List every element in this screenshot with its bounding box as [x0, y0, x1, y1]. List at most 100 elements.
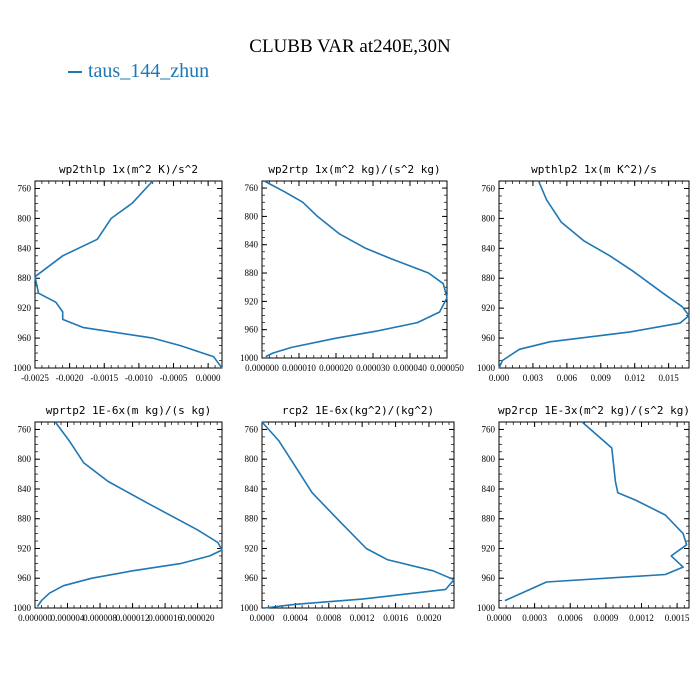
y-tick-label: 760 [245, 424, 259, 434]
x-tick-label: 0.000008 [83, 613, 117, 623]
y-tick-label: 960 [245, 573, 259, 583]
x-tick-label: 0.000 [489, 373, 510, 383]
legend-swatch [68, 70, 82, 73]
x-tick-label: -0.0025 [21, 373, 49, 383]
y-tick-label: 880 [482, 273, 496, 283]
y-tick-label: 760 [482, 183, 496, 193]
x-tick-label: 0.0003 [522, 613, 547, 623]
y-tick-label: 920 [18, 303, 32, 313]
x-tick-label: 0.000012 [116, 613, 150, 623]
plot-frame [261, 421, 455, 609]
y-tick-label: 800 [482, 213, 496, 223]
x-tick-label: 0.003 [523, 373, 544, 383]
x-tick-label: 0.000030 [356, 363, 390, 373]
x-tick-label: -0.0015 [90, 373, 118, 383]
x-tick-label: 0.0000 [250, 613, 275, 623]
x-tick-label: 0.000016 [148, 613, 182, 623]
legend-label: taus_144_zhun [88, 60, 210, 82]
y-tick-label: 1000 [477, 603, 496, 613]
x-tick-label: 0.0008 [316, 613, 341, 623]
y-tick-label: 880 [245, 268, 259, 278]
panel-2: wp2rtp 1x(m^2 kg)/(s^2 kg) 760 800 840 880 92… [240, 163, 464, 373]
x-tick-label: 0.0006 [558, 613, 583, 623]
panel-title: wpthlp2 1x(m K^2)/s [531, 163, 657, 176]
y-tick-label: 760 [482, 424, 496, 434]
panel-title: rcp2 1E-6x(kg^2)/(kg^2) [282, 404, 434, 417]
panel-title: wp2rtp 1x(m^2 kg)/(s^2 kg) [268, 163, 440, 176]
x-tick-label: 0.012 [625, 373, 645, 383]
legend: taus_144_zhun [68, 60, 209, 83]
y-tick-label: 1000 [240, 353, 259, 363]
y-tick-label: 880 [482, 514, 496, 524]
plot-frame [498, 180, 690, 369]
x-tick-label: 0.000020 [181, 613, 215, 623]
x-tick-label: 0.000010 [282, 363, 316, 373]
series-line [34, 180, 223, 369]
x-tick-label: -0.0020 [56, 373, 84, 383]
x-tick-label: 0.015 [659, 373, 680, 383]
x-tick-label: 0.0016 [383, 613, 408, 623]
y-tick-label: 880 [18, 514, 32, 524]
x-tick-label: 0.000000 [18, 613, 52, 623]
x-tick-label: 0.000000 [245, 363, 279, 373]
y-tick-label: 800 [245, 454, 259, 464]
x-tick-label: 0.000004 [51, 613, 85, 623]
y-tick-label: 800 [482, 454, 496, 464]
y-tick-label: 840 [18, 484, 32, 494]
x-tick-label: 0.0004 [283, 613, 308, 623]
x-tick-label: 0.000040 [393, 363, 427, 373]
x-tick-label: 0.0012 [350, 613, 375, 623]
y-tick-label: 960 [18, 333, 32, 343]
x-tick-label: 0.0015 [665, 613, 690, 623]
y-tick-label: 1000 [240, 603, 259, 613]
y-tick-label: 800 [18, 454, 32, 464]
panel-3: wpthlp2 1x(m K^2)/s 760 800 840 880 920 960 100… [477, 163, 690, 383]
y-tick-label: 840 [245, 240, 259, 250]
panel-title: wp2thlp 1x(m^2 K)/s^2 [59, 163, 198, 176]
panel-5: rcp2 1E-6x(kg^2)/(kg^2) 760 800 840 880 920 96… [240, 404, 455, 623]
y-tick-label: 840 [245, 484, 259, 494]
y-tick-label: 800 [245, 211, 259, 221]
panel-1: wp2thlp 1x(m^2 K)/s^2 760 800 840 880 920 960 1… [13, 163, 223, 383]
y-tick-label: 840 [18, 243, 32, 253]
y-tick-label: 760 [18, 424, 32, 434]
panel-title: wprtp2 1E-6x(m kg)/(s kg) [46, 404, 212, 417]
panel-4: wprtp2 1E-6x(m kg)/(s kg) 760 800 840 880 920… [13, 404, 223, 623]
y-tick-label: 1000 [477, 363, 496, 373]
series-line [261, 421, 455, 609]
y-tick-label: 960 [482, 333, 496, 343]
x-tick-label: 0.006 [557, 373, 578, 383]
y-tick-label: 760 [18, 183, 32, 193]
series-line [36, 421, 223, 607]
x-tick-label: 0.009 [591, 373, 612, 383]
series-line [263, 180, 448, 358]
plot-frame [34, 180, 223, 369]
y-tick-label: 960 [18, 573, 32, 583]
y-tick-label: 840 [482, 243, 496, 253]
y-tick-label: 960 [482, 573, 496, 583]
series-line [504, 421, 688, 602]
y-tick-label: 920 [245, 296, 259, 306]
y-tick-label: 1000 [13, 363, 32, 373]
x-tick-label: 0.0009 [594, 613, 619, 623]
x-tick-label: 0.0000 [196, 373, 221, 383]
y-tick-label: 920 [482, 543, 496, 553]
y-tick-label: 920 [482, 303, 496, 313]
y-tick-label: 760 [245, 183, 259, 193]
y-tick-label: 800 [18, 213, 32, 223]
panel-title: wp2rcp 1E-3x(m^2 kg)/(s^2 kg) [498, 404, 690, 417]
y-tick-label: 880 [245, 514, 259, 524]
plot-frame [261, 180, 448, 359]
x-tick-label: -0.0005 [160, 373, 188, 383]
y-tick-label: 960 [245, 325, 259, 335]
y-tick-label: 920 [18, 543, 32, 553]
series-line [498, 180, 690, 369]
x-tick-label: 0.0000 [487, 613, 512, 623]
x-tick-label: 0.000050 [430, 363, 464, 373]
plot-frame [498, 421, 690, 609]
figure-title: CLUBB VAR at240E,30N [249, 36, 451, 57]
y-tick-label: 920 [245, 543, 259, 553]
x-tick-label: -0.0010 [125, 373, 153, 383]
y-tick-label: 1000 [13, 603, 32, 613]
